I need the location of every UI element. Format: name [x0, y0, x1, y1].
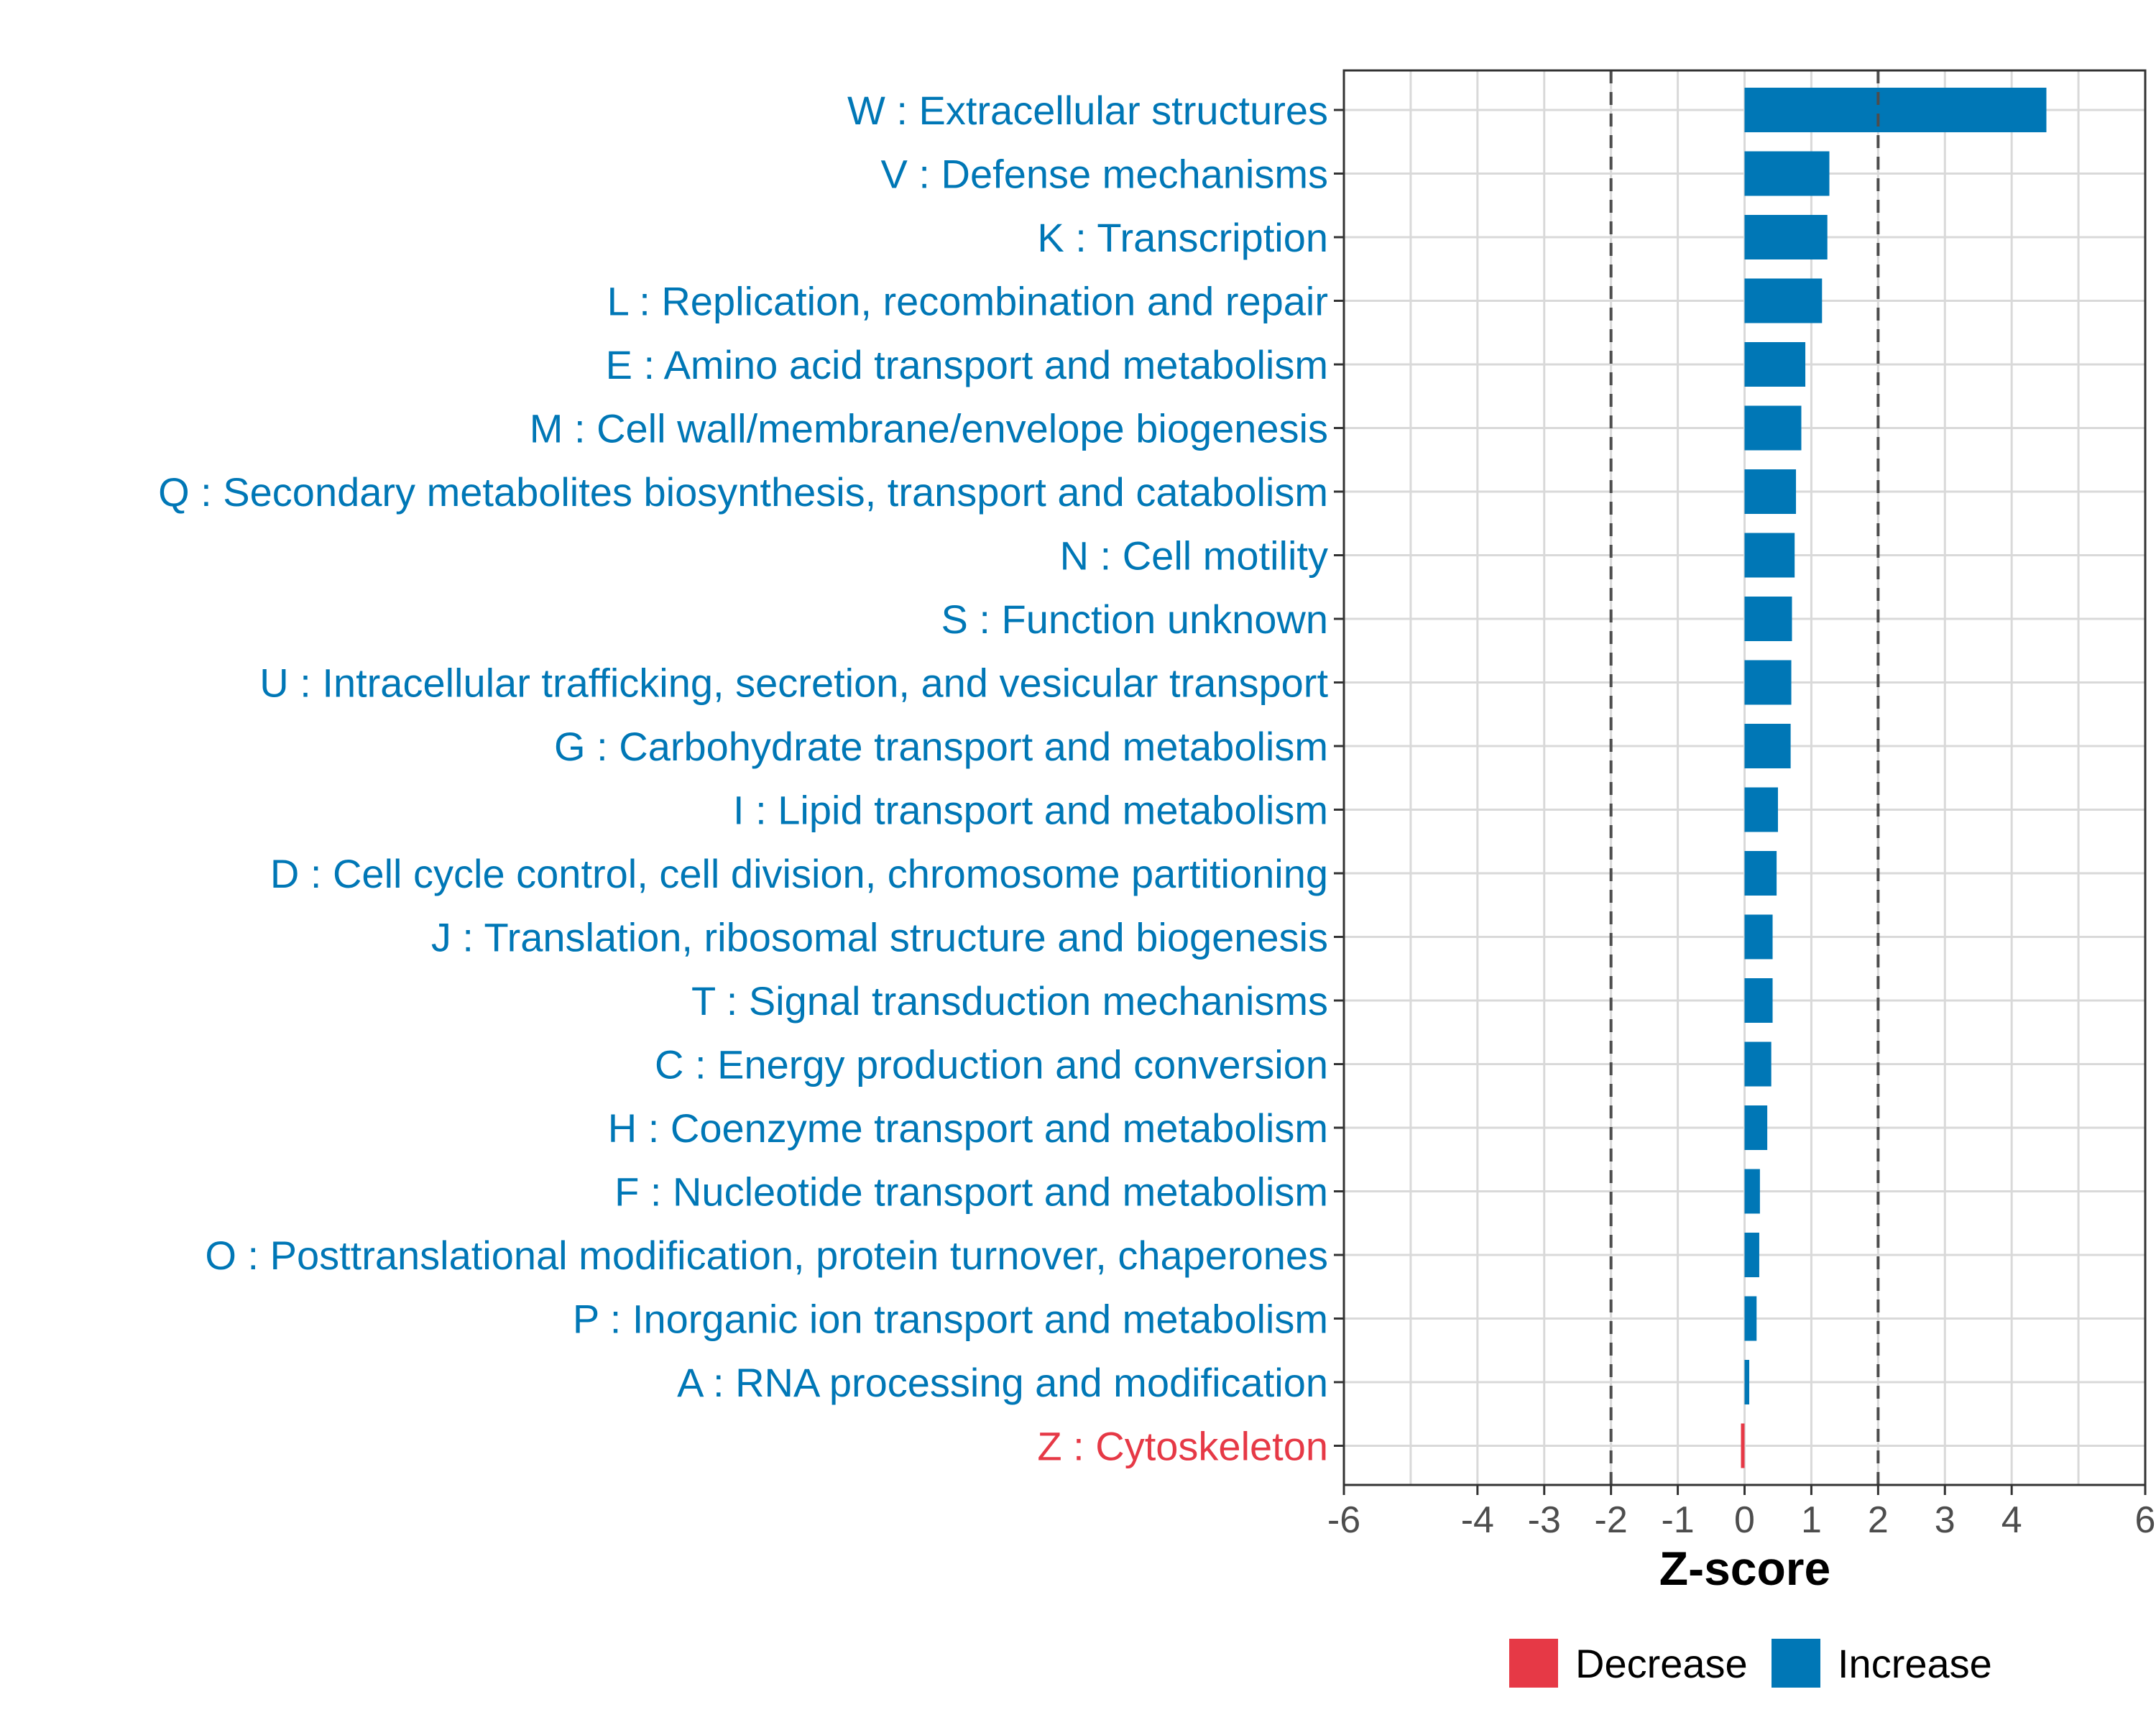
legend-label: Increase: [1838, 1641, 1992, 1686]
category-label: Q : Secondary metabolites biosynthesis, …: [158, 469, 1328, 515]
legend-swatch: [1772, 1639, 1820, 1688]
bar: [1744, 278, 1823, 323]
legend: Decrease Increase: [1509, 1639, 1992, 1688]
bar: [1744, 88, 2047, 132]
category-label: O : Posttranslational modification, prot…: [205, 1233, 1328, 1278]
y-axis: W : Extracellular structures V : Defense …: [158, 88, 1344, 1469]
x-tick-label: -6: [1327, 1499, 1360, 1541]
category-label: H : Coenzyme transport and metabolism: [608, 1105, 1328, 1151]
legend-label: Decrease: [1575, 1641, 1748, 1686]
bar: [1744, 1105, 1768, 1150]
category-label: F : Nucleotide transport and metabolism: [614, 1169, 1328, 1215]
category-label: U : Intracellular trafficking, secretion…: [259, 661, 1328, 706]
bar: [1744, 978, 1773, 1023]
bar: [1744, 1169, 1760, 1214]
x-tick-label: -3: [1528, 1499, 1561, 1541]
x-tick-label: -4: [1461, 1499, 1494, 1541]
category-label: V : Defense mechanisms: [881, 152, 1328, 197]
bar: [1744, 1041, 1772, 1087]
category-label: M : Cell wall/membrane/envelope biogenes…: [530, 406, 1328, 451]
bar: [1744, 215, 1828, 259]
category-label: I : Lipid transport and metabolism: [733, 788, 1328, 833]
category-label: A : RNA processing and modification: [677, 1360, 1328, 1405]
x-tick-label: 3: [1935, 1499, 1955, 1541]
x-tick-label: 6: [2135, 1499, 2156, 1541]
bar: [1744, 151, 1830, 196]
bar: [1744, 342, 1806, 387]
bar: [1744, 597, 1792, 641]
bar: [1744, 533, 1795, 578]
bar: [1744, 787, 1778, 832]
category-label: S : Function unknown: [941, 597, 1328, 642]
category-label: N : Cell motility: [1060, 533, 1328, 579]
category-label: K : Transcription: [1037, 215, 1328, 260]
category-label: E : Amino acid transport and metabolism: [606, 342, 1328, 387]
bar: [1744, 724, 1791, 768]
category-label: L : Replication, recombination and repai…: [607, 279, 1328, 324]
bar: [1744, 1360, 1750, 1404]
category-label: G : Carbohydrate transport and metabolis…: [554, 724, 1328, 769]
category-label: C : Energy production and conversion: [655, 1042, 1328, 1087]
bar: [1741, 1423, 1745, 1468]
x-tick-label: -2: [1595, 1499, 1628, 1541]
bar: [1744, 851, 1777, 896]
x-axis: -6 -4 -3 -2 -1 0 1 2 3 4 6: [1327, 1485, 2156, 1541]
bar: [1744, 660, 1792, 705]
bar: [1744, 1296, 1757, 1341]
category-label: J : Translation, ribosomal structure and…: [431, 915, 1328, 960]
x-tick-label: -1: [1661, 1499, 1694, 1541]
category-label: T : Signal transduction mechanisms: [691, 978, 1328, 1024]
bar: [1744, 914, 1773, 960]
bar: [1744, 405, 1802, 451]
legend-swatch: [1509, 1639, 1558, 1688]
bar: [1744, 469, 1797, 514]
x-tick-label: 4: [2001, 1499, 2022, 1541]
bar: [1744, 1233, 1759, 1277]
category-label: D : Cell cycle control, cell division, c…: [270, 851, 1328, 896]
x-axis-title: Z-score: [1659, 1542, 1830, 1595]
category-label: W : Extracellular structures: [847, 88, 1328, 133]
bars: [1741, 88, 2047, 1468]
category-label: Z : Cytoskeleton: [1037, 1424, 1328, 1469]
x-tick-label: 0: [1734, 1499, 1755, 1541]
category-label: P : Inorganic ion transport and metaboli…: [573, 1297, 1328, 1342]
x-tick-label: 2: [1868, 1499, 1889, 1541]
x-tick-label: 1: [1801, 1499, 1822, 1541]
